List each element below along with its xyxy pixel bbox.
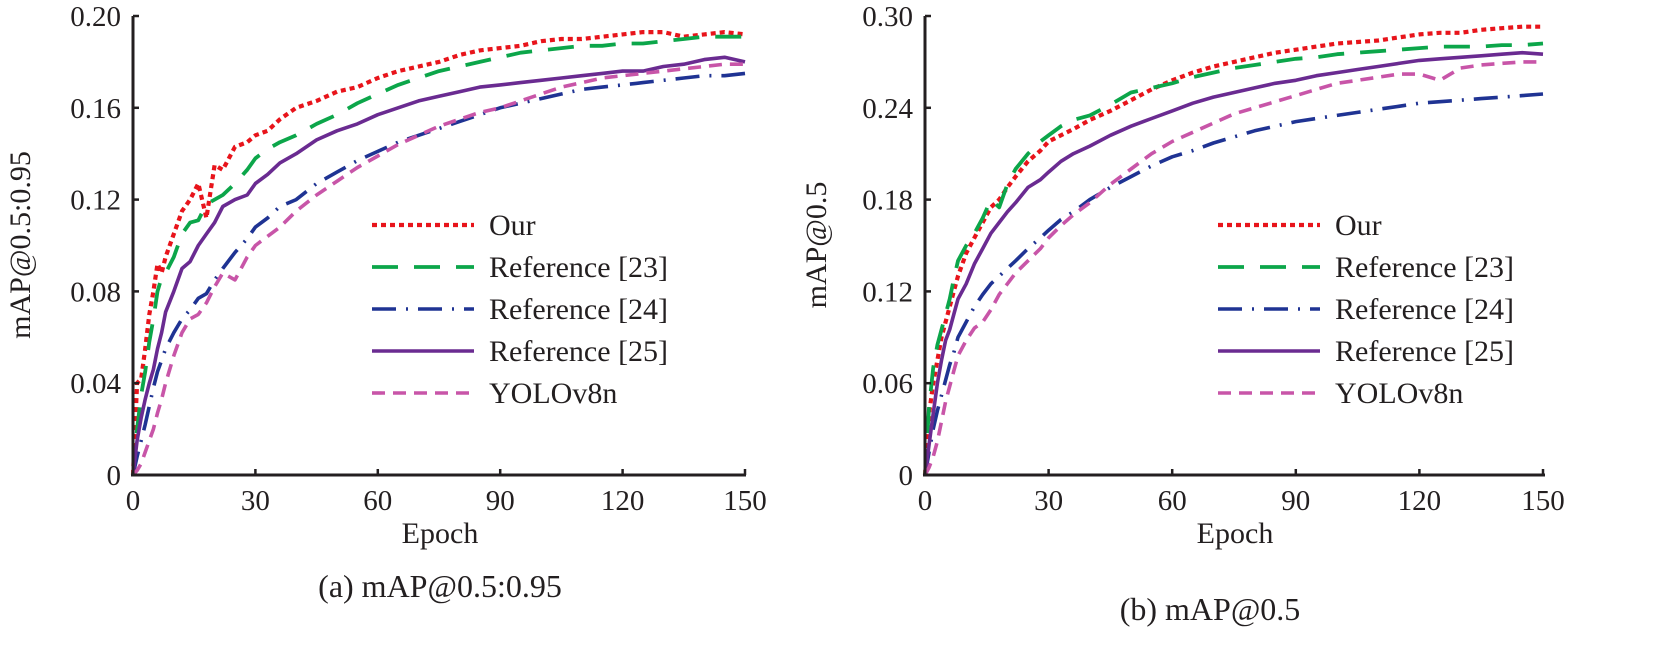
legend-label: Our <box>1335 209 1382 242</box>
x-axis-label-b: Epoch <box>1197 517 1274 550</box>
y-ticks-a: 0 0.04 0.08 0.12 0.16 0.20 <box>70 1 139 492</box>
x-tick-label: 90 <box>1281 485 1310 517</box>
y-tick-label: 0.24 <box>862 93 913 125</box>
chart-title-a: (a) mAP@0.5:0.95 <box>318 568 562 604</box>
y-axis-label-a: mAP@0.5:0.95 <box>4 151 37 339</box>
legend-item: Our <box>1218 209 1382 242</box>
legend-item: YOLOv8n <box>1218 377 1463 410</box>
x-tick-label: 150 <box>723 485 767 517</box>
legend-label: Reference [23] <box>489 251 668 284</box>
chart-panel-a: 0 0.04 0.08 0.12 0.16 0.20 0 30 60 90 120 150 mAP@… <box>4 1 767 604</box>
x-ticks-a: 0 30 60 90 120 150 <box>126 469 767 517</box>
series-line-our <box>130 29 746 476</box>
y-tick-label: 0 <box>107 460 122 492</box>
legend-item: Reference [24] <box>372 293 668 326</box>
legend-item: YOLOv8n <box>372 377 617 410</box>
x-tick-label: 150 <box>1521 485 1565 517</box>
x-tick-label: 90 <box>486 485 515 517</box>
series-line-reference-24 <box>923 92 1544 476</box>
legend-item: Reference [23] <box>1218 251 1514 284</box>
y-ticks-b: 0 0.06 0.12 0.18 0.24 0.30 <box>862 1 931 492</box>
x-tick-label: 60 <box>363 485 392 517</box>
y-tick-label: 0.16 <box>70 93 121 125</box>
y-tick-label: 0.30 <box>862 1 913 33</box>
x-tick-label: 0 <box>918 485 933 517</box>
series-line-our <box>922 24 1543 476</box>
y-tick-label: 0 <box>899 460 914 492</box>
y-tick-label: 0.18 <box>862 185 913 217</box>
series-line-reference-25 <box>923 50 1544 476</box>
legend-item: Our <box>372 209 536 242</box>
x-axis-label-a: Epoch <box>402 517 479 550</box>
legend-item: Reference [23] <box>372 251 668 284</box>
legend-label: Reference [24] <box>489 293 668 326</box>
x-tick-label: 30 <box>241 485 270 517</box>
series-layer-a <box>130 29 746 477</box>
legend-label: Reference [25] <box>1335 335 1514 368</box>
y-tick-label: 0.08 <box>70 276 121 308</box>
x-tick-label: 120 <box>601 485 645 517</box>
legend-label: Reference [24] <box>1335 293 1514 326</box>
series-line-reference-23 <box>923 41 1544 476</box>
y-axis-label-b: mAP@0.5 <box>800 182 833 309</box>
series-line-yolov8n <box>923 60 1543 476</box>
y-tick-label: 0.12 <box>70 185 121 217</box>
legend-a: Our Reference [23] Reference [24] Reference… <box>372 209 668 410</box>
legend-item: Reference [24] <box>1218 293 1514 326</box>
legend-label: Reference [25] <box>489 335 668 368</box>
legend-label: Reference [23] <box>1335 251 1514 284</box>
x-tick-label: 120 <box>1398 485 1442 517</box>
x-tick-label: 60 <box>1158 485 1187 517</box>
y-tick-label: 0.04 <box>70 368 121 400</box>
series-layer-b <box>922 24 1544 476</box>
legend-label: YOLOv8n <box>489 377 617 410</box>
legend-label: Our <box>489 209 536 242</box>
y-tick-label: 0.06 <box>862 368 913 400</box>
legend-item: Reference [25] <box>1218 335 1514 368</box>
x-tick-label: 0 <box>126 485 141 517</box>
chart-panel-b: 0 0.06 0.12 0.18 0.24 0.30 0 30 60 90 120 150 mAP@… <box>800 1 1565 627</box>
series-line-reference-24 <box>131 71 746 476</box>
x-tick-label: 30 <box>1034 485 1063 517</box>
y-tick-label: 0.20 <box>70 1 121 33</box>
legend-b: Our Reference [23] Reference [24] Reference… <box>1218 209 1514 410</box>
legend-item: Reference [25] <box>372 335 668 368</box>
y-tick-label: 0.12 <box>862 276 913 308</box>
series-line-reference-25 <box>131 55 746 476</box>
x-ticks-b: 0 30 60 90 120 150 <box>918 469 1565 517</box>
chart-title-b: (b) mAP@0.5 <box>1120 591 1301 627</box>
series-line-reference-23 <box>131 34 745 476</box>
legend-label: YOLOv8n <box>1335 377 1463 410</box>
series-line-yolov8n <box>131 62 745 477</box>
